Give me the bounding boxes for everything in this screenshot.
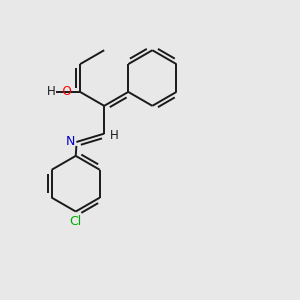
Text: N: N [65, 135, 75, 148]
Text: Cl: Cl [70, 215, 82, 228]
Text: H: H [47, 85, 56, 98]
Text: H: H [110, 129, 119, 142]
Text: O: O [56, 85, 72, 98]
